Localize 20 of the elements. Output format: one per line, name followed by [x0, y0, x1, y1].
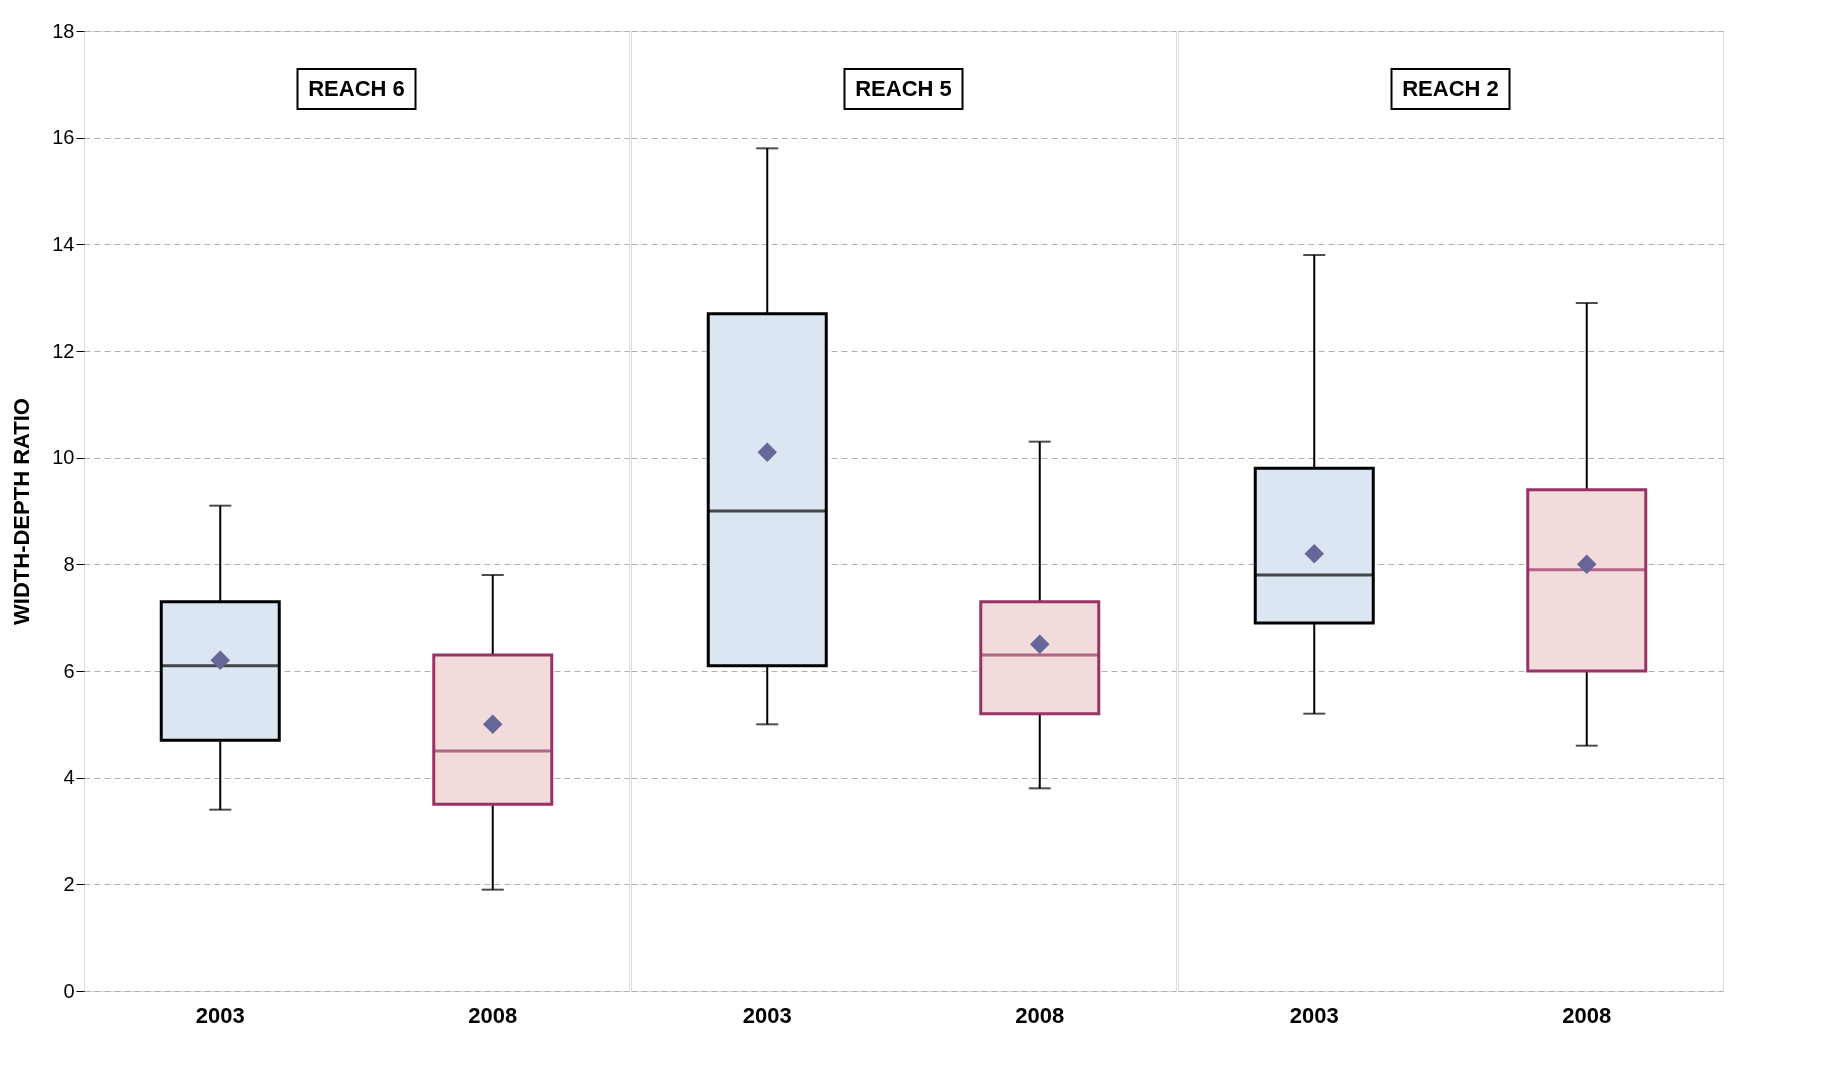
y-tick-label: 10: [52, 446, 75, 469]
y-tick-label: 2: [63, 872, 75, 895]
x-tick-label: 2008: [1562, 1002, 1612, 1028]
x-tick-label: 2008: [1015, 1002, 1065, 1028]
text: REACH 5: [855, 76, 952, 101]
y-axis-title: WIDTH-DEPTH RATIO: [9, 398, 35, 625]
y-tick-label: 18: [52, 19, 75, 42]
x-tick-label: 2003: [742, 1002, 792, 1028]
y-tick-label: 16: [52, 126, 75, 149]
x-tick-label: 2003: [1289, 1002, 1339, 1028]
y-tick-label: 8: [63, 552, 75, 575]
y-tick-label: 4: [63, 766, 75, 789]
y-tick-label: 12: [52, 339, 75, 362]
y-tick-label: 14: [52, 232, 75, 255]
y-tick-label: 0: [63, 979, 75, 1002]
text: REACH 6: [308, 76, 405, 101]
y-tick-label: 6: [63, 659, 75, 682]
text: REACH 2: [1402, 76, 1499, 101]
x-tick-label: 2003: [195, 1002, 245, 1028]
x-tick-label: 2008: [468, 1002, 518, 1028]
